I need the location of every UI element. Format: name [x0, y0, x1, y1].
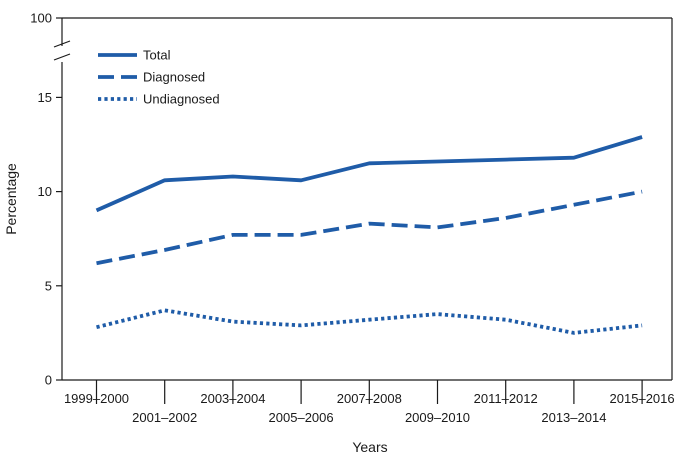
x-tick-label: 2007–2008 [337, 391, 402, 406]
x-tick-label: 2013–2014 [541, 410, 606, 425]
legend-label-total: Total [143, 48, 171, 63]
axis-break-mark-bottom [53, 53, 71, 61]
y-ticks: 0 5 10 15 100 [30, 11, 62, 388]
y-tick-label: 15 [38, 90, 52, 105]
x-tick-label: 2005–2006 [269, 410, 334, 425]
x-tick-label: 2001–2002 [132, 410, 197, 425]
series-lines [95, 135, 643, 335]
x-tick-label: 1999–2000 [64, 391, 129, 406]
y-tick-label: 10 [38, 184, 52, 199]
legend-label-diagnosed: Diagnosed [143, 70, 205, 85]
y-tick-label: 5 [45, 278, 52, 293]
x-tick-label: 2009–2010 [405, 410, 470, 425]
y-tick-label: 0 [45, 373, 52, 388]
x-tick-label: 2003–2004 [200, 391, 265, 406]
series-line-total [95, 135, 643, 213]
y-tick-label: 100 [30, 11, 52, 26]
x-tick-label: 2011–2012 [474, 391, 538, 406]
axes [53, 17, 673, 381]
x-tick-label: 2015–2016 [610, 391, 675, 406]
legend-label-undiagnosed: Undiagnosed [143, 92, 220, 107]
x-axis-title: Years [352, 439, 387, 455]
series-line-diagnosed [96, 189, 643, 266]
axis-break-mark-top [53, 40, 71, 48]
legend: Total Diagnosed Undiagnosed [98, 48, 220, 107]
series-line-undiagnosed [96, 308, 643, 335]
y-axis-title: Percentage [3, 163, 19, 235]
